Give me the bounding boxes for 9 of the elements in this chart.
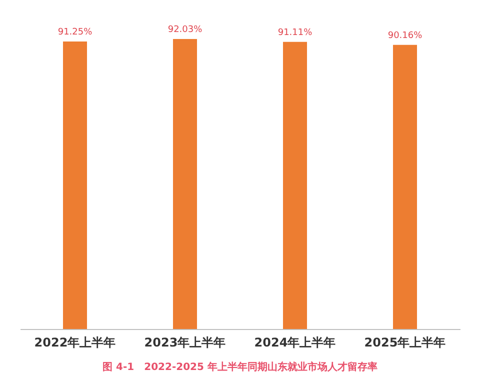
x-tick-label: 2022年上半年 (34, 336, 116, 350)
data-label: 91.11% (278, 28, 313, 38)
x-tick-label: 2024年上半年 (254, 336, 336, 350)
data-label: 90.16% (388, 30, 423, 41)
data-label: 92.03% (168, 25, 203, 35)
data-label: 91.25% (58, 27, 93, 38)
x-tick-label: 2025年上半年 (364, 336, 446, 350)
caption: 图 4-1 2022-2025 年上半年同期山东就业市场人才留存率 (102, 361, 378, 373)
x-tick-label: 2023年上半年 (144, 336, 226, 350)
